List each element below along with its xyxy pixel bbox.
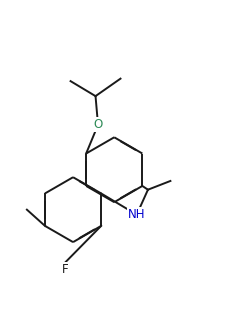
Text: O: O bbox=[93, 118, 102, 131]
Text: F: F bbox=[62, 263, 69, 276]
Text: NH: NH bbox=[127, 208, 145, 221]
